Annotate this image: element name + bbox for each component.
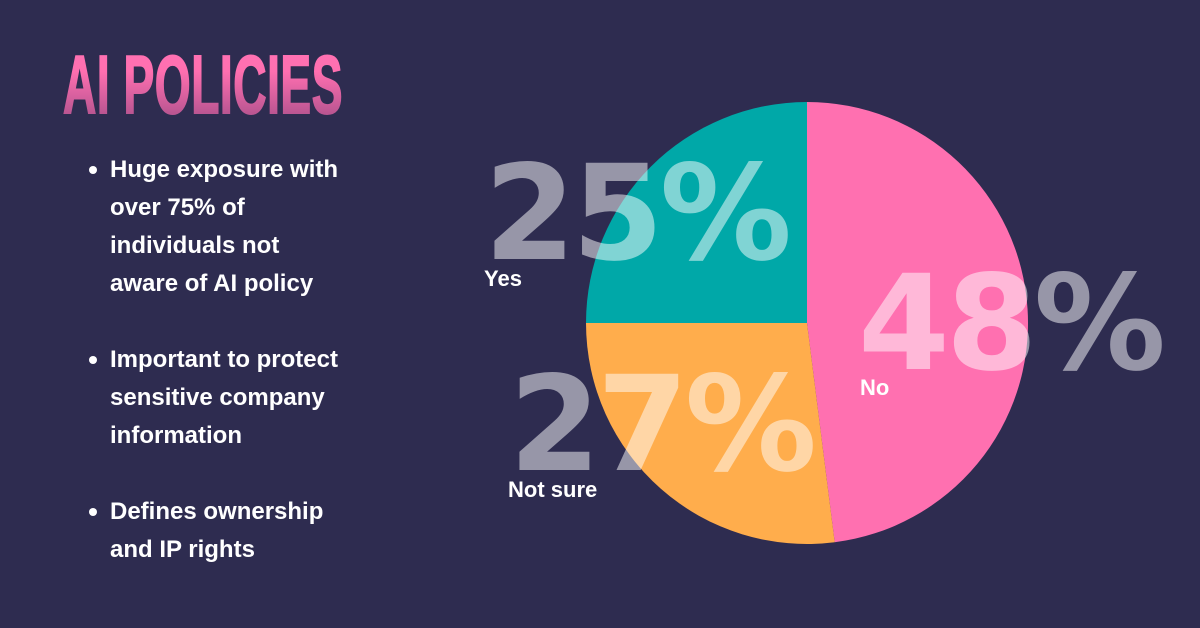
title-container: AI POLICIES bbox=[62, 39, 396, 131]
bullet-line: and IP rights bbox=[110, 536, 255, 563]
no-percentage: 48% bbox=[858, 247, 1166, 401]
bullet-line: aware of AI policy bbox=[110, 270, 314, 297]
bullet-line: Defines ownership bbox=[110, 498, 324, 525]
yes-percentage: 25% bbox=[484, 137, 792, 291]
bullet-line: individuals not bbox=[110, 232, 280, 259]
not-sure-percentage: 27% bbox=[509, 348, 817, 502]
page-title: AI POLICIES bbox=[62, 39, 396, 131]
bullet-item: Defines ownership and IP rights bbox=[89, 493, 410, 569]
yes-label: Yes bbox=[484, 266, 522, 291]
slice-no bbox=[807, 102, 1028, 543]
bullet-line: information bbox=[110, 422, 242, 449]
bullet-list: Huge exposure with over 75% of individua… bbox=[89, 151, 410, 607]
bullet-dot-icon bbox=[89, 356, 97, 364]
bullet-line: Important to protect bbox=[110, 346, 338, 373]
bullet-dot-icon bbox=[89, 166, 97, 174]
bullet-line: over 75% of bbox=[110, 194, 245, 221]
not-sure-label: Not sure bbox=[508, 477, 598, 502]
bullet-item: Huge exposure with over 75% of individua… bbox=[89, 151, 410, 303]
bullet-line: Huge exposure with bbox=[110, 156, 339, 183]
no-label: No bbox=[860, 375, 890, 400]
slice-not-sure bbox=[586, 323, 835, 544]
bullet-dot-icon bbox=[89, 508, 97, 516]
bullet-line: sensitive company bbox=[110, 384, 325, 411]
pie-slices bbox=[586, 102, 1028, 544]
bullet-item: Important to protect sensitive company i… bbox=[89, 341, 410, 455]
slice-yes bbox=[586, 102, 807, 323]
